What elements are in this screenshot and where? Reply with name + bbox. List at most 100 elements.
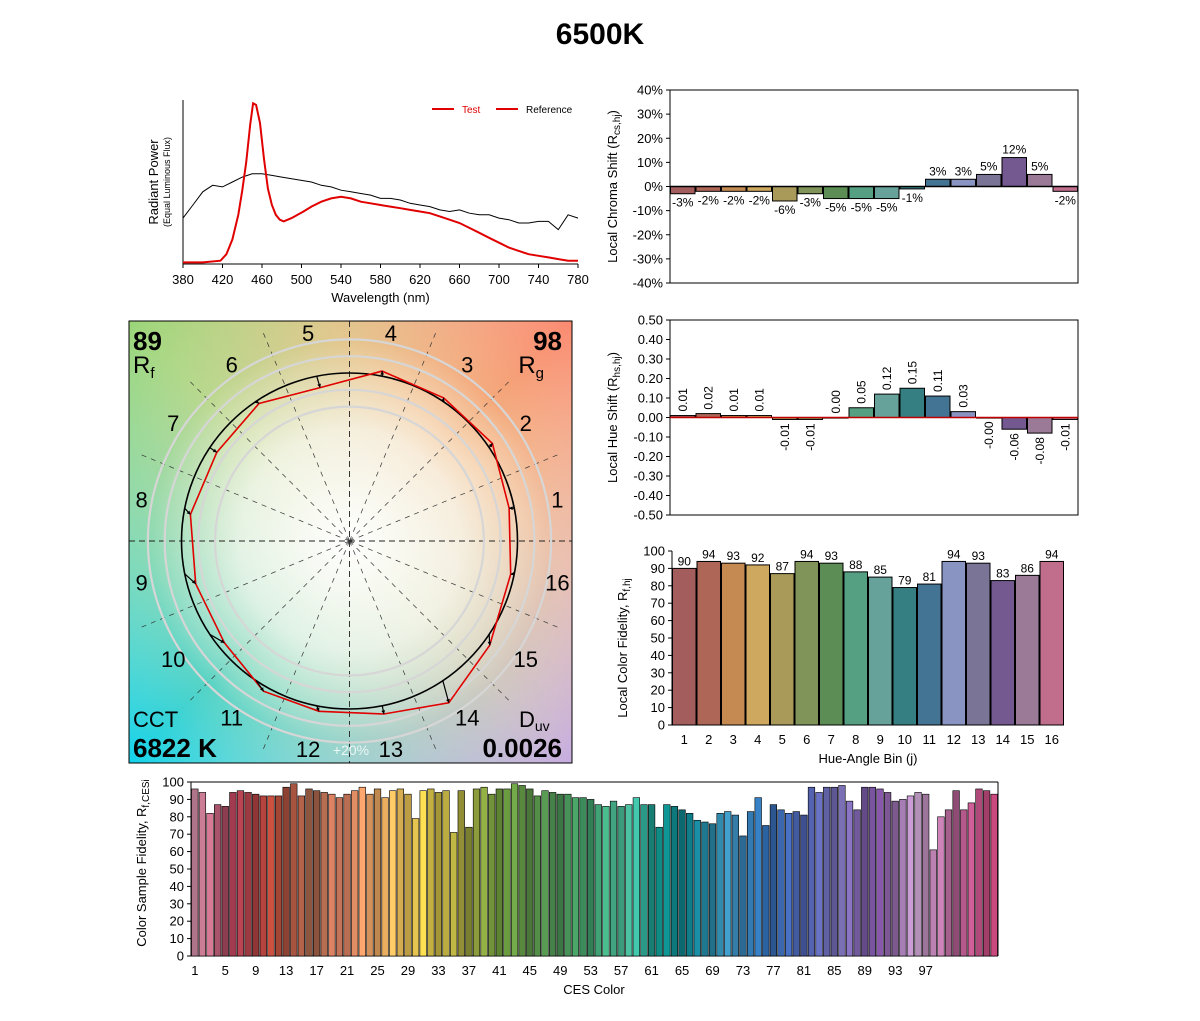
rfh-data-label: 93 [727,549,741,563]
ces-x-tick-label: 57 [614,963,628,978]
rfh-bar [843,571,868,726]
spd-x-tick-label: 420 [212,272,234,287]
ces-bar [647,804,656,957]
rfh-data-label: 79 [898,574,912,588]
spd-legend-label: Test [462,105,481,116]
rfh-data-label: 94 [800,547,814,561]
cvg-bin-label: 3 [461,353,473,378]
ces-bar [754,797,762,957]
hue-bar [925,395,951,418]
ces-bar [229,792,237,957]
spd-x-tick-label: 780 [567,272,589,287]
cvg-bin-label: 12 [296,737,320,762]
ces-x-tick-label: 65 [675,963,689,978]
ces-bar [404,793,412,957]
cvg-vector-arrow [488,443,493,449]
hue-y-tick-label: 0.10 [638,391,663,406]
ces-bar [297,795,305,957]
ces-bar [914,792,922,957]
cvg-reference-circle [180,372,519,710]
ces-x-tick-label: 49 [553,963,567,978]
hue-bar [976,417,1002,419]
ces-bar [640,804,648,957]
hue-y-tick-label: 0.40 [638,332,663,347]
cvg-radial-line [349,332,436,542]
ces-bar [602,806,610,957]
spd-x-tick-label: 700 [488,272,510,287]
cvg-radial-line [349,540,509,701]
ces-bar [701,821,709,957]
spd-x-tick-label: 580 [370,272,392,287]
ces-bar [800,814,808,957]
ces-x-tick-label: 69 [705,963,719,978]
rfh-x-tick-label: 5 [779,732,786,747]
ces-bar [899,799,907,957]
ces-bar [693,819,701,957]
cvg-center-glow [149,341,550,741]
rfh-x-axis-title: Hue-Angle Bin (j) [819,751,918,766]
ces-bar [625,804,633,957]
cvg-vector-arrow [442,397,445,402]
rfh-data-label: 86 [1021,561,1035,575]
cvg-bin-label: 10 [161,647,185,672]
cvg-vector-arrowhead [488,443,493,448]
ces-x-tick-label: 17 [309,963,323,978]
ces-bar [252,793,260,957]
hue-data-label: 0.02 [701,386,715,410]
ces-bar [221,806,229,957]
ces-bar [861,786,869,957]
rfh-data-label: 81 [923,570,937,584]
ces-bar [929,849,937,957]
ces-bar [845,800,854,957]
rfh-bar [917,583,942,726]
rfh-y-axis-title: Local Color Fidelity, Rf,hj [615,578,633,718]
rfh-x-tick-label: 1 [681,732,688,747]
rfh-data-label: 90 [678,554,692,568]
cvg-frame [128,320,573,764]
rfh-data-label: 87 [776,560,790,574]
ces-x-tick-label: 73 [736,963,750,978]
hue-y-tick-label: 0.30 [638,352,663,367]
hue-bar [899,387,925,418]
ces-bar [450,832,458,957]
cvg-background [129,321,572,763]
ces-bar [587,799,595,957]
ces-x-tick-label: 61 [644,963,658,978]
rfh-y-tick-label: 100 [643,544,665,559]
rfh-x-tick-label: 13 [971,732,985,747]
ces-bar [541,790,549,957]
ces-bar [708,823,717,957]
hue-bar [772,417,798,420]
cvg-vector-arrow [255,400,260,404]
hue-data-label: 0.12 [880,366,894,390]
cvg-vector-arrowhead [509,506,513,511]
cvg-bin-label: 15 [514,647,538,672]
ces-x-tick-label: 85 [827,963,841,978]
ces-y-tick-label: 90 [170,792,184,807]
cvg-cct-value: 6822 K [133,733,217,763]
rfh-bar [819,562,844,726]
cvg-radial-line [349,540,436,750]
ces-bar [785,813,793,957]
hue-y-tick-label: -0.20 [633,449,663,464]
ces-bar [830,786,838,957]
rfh-data-label: 83 [996,567,1010,581]
cvg-vector-arrow [184,573,197,585]
ces-y-tick-label: 30 [170,896,184,911]
cvg-vector-arrowhead [380,371,385,375]
ces-bar [967,802,975,957]
rfh-bar [721,562,746,726]
rfh-y-tick-label: 50 [651,631,665,646]
cvg-bin-label: 1 [551,488,563,513]
cvg-bin-label: 8 [135,488,147,513]
ces-bar [823,786,831,957]
ces-bar [259,795,267,957]
cvg-vector-arrow [442,680,450,703]
hue-data-label: -0.01 [803,423,817,451]
cvg-background-tint [129,321,572,763]
spd-x-tick-label: 380 [172,272,194,287]
ces-x-tick-label: 1 [191,963,198,978]
cvg-vector-arrow [184,507,191,515]
cvg-vector-arrow [316,705,320,712]
ces-bar [655,826,663,957]
